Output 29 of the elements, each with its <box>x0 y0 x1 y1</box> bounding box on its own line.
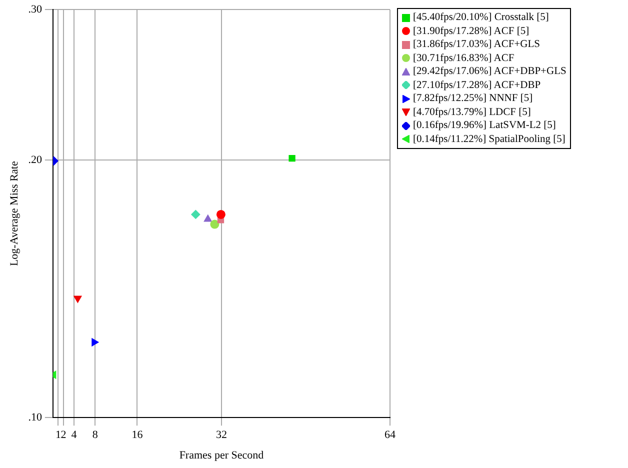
y-tick-label: .20 <box>28 154 42 166</box>
legend-label: [4.70fps/13.79%] LDCF [5] <box>413 106 531 118</box>
x-axis-title: Frames per Second <box>179 449 264 462</box>
point <box>288 155 296 162</box>
x-tick-label: 32 <box>216 429 227 442</box>
x-tick-label: 1 <box>55 429 61 442</box>
x-tick-label: 2 <box>60 429 66 442</box>
legend-label: [31.86fps/17.03%] ACF+GLS <box>413 39 540 50</box>
point <box>210 220 220 229</box>
x-tick-label: 8 <box>92 429 98 442</box>
point <box>74 296 82 303</box>
x-tick-label: 4 <box>71 429 78 442</box>
point <box>92 338 99 346</box>
y-tick-label: .10 <box>28 411 42 424</box>
legend-label: [7.82fps/12.25%] NNNF [5] <box>413 93 533 104</box>
y-axis-title: Log-Average Miss Rate <box>8 161 20 266</box>
point <box>191 210 200 219</box>
legend-label: [45.40fps/20.10%] Crosstalk [5] <box>413 12 549 24</box>
legend-label: [27.10fps/17.28%] ACF+DBP <box>413 80 541 91</box>
legend-label: [29.42fps/17.06%] ACF+DBP+GLS <box>413 66 566 78</box>
point <box>216 210 226 219</box>
x-tick-label: 64 <box>384 429 396 442</box>
x-tick-label: 16 <box>132 429 144 442</box>
y-tick-label: .30 <box>28 3 42 16</box>
legend-label: [30.71fps/16.83%] ACF <box>413 52 514 64</box>
legend-label: [0.14fps/11.22%] SpatialPooling [5] <box>413 134 566 145</box>
legend-label: [31.90fps/17.28%] ACF [5] <box>413 26 530 37</box>
point <box>204 214 212 222</box>
legend-label: [0.16fps/19.96%] LatSVM-L2 [5] <box>413 120 556 132</box>
